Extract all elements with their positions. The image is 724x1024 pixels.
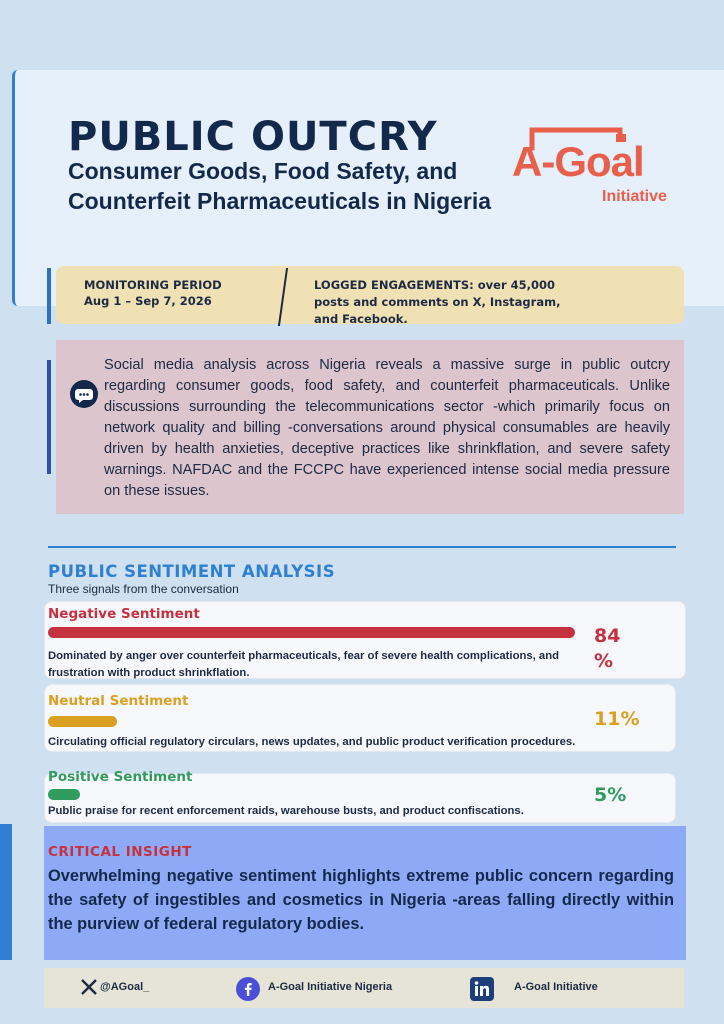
insight-side-accent [0, 824, 12, 960]
x-logo-icon[interactable] [80, 978, 98, 1000]
neutral-sentiment-description: Circulating official regulatory circular… [48, 736, 576, 748]
page-title: PUBLIC OUTCRY [68, 114, 438, 160]
insight-box [44, 826, 686, 960]
intro-accent [47, 360, 51, 474]
chat-bubble-icon [70, 380, 98, 408]
x-handle[interactable]: @AGoal_ [100, 981, 150, 993]
intro-box [56, 340, 684, 514]
neutral-sentiment-bar [48, 716, 117, 727]
section-divider [48, 546, 676, 548]
negative-sentiment-percent: 84 % [594, 625, 621, 672]
monitoring-dates: Aug 1 – Sep 7, 2026 [84, 294, 212, 308]
negative-sentiment-description: Dominated by anger over counterfeit phar… [48, 650, 560, 679]
sentiment-title: PUBLIC SENTIMENT ANALYSIS [48, 562, 336, 581]
linkedin-page[interactable]: A-Goal Initiative [514, 981, 598, 993]
positive-sentiment-percent: 5% [594, 784, 627, 806]
insight-label: CRITICAL INSIGHT [48, 844, 192, 860]
footer [44, 968, 684, 1008]
positive-sentiment-description: Public praise for recent enforcement rai… [48, 805, 524, 817]
linkedin-icon[interactable] [470, 977, 494, 1005]
monitoring-box [56, 266, 684, 324]
neutral-sentiment-label: Neutral Sentiment [48, 693, 189, 709]
positive-sentiment-label: Positive Sentiment [48, 769, 193, 785]
goal-post-icon [529, 127, 626, 151]
page-subtitle: Consumer Goods, Food Safety, and Counter… [68, 158, 492, 214]
negative-sentiment-bar [48, 627, 575, 638]
monitoring-period: MONITORING PERIOD Aug 1 – Sep 7, 2026 [84, 277, 222, 309]
positive-sentiment-bar [48, 789, 80, 800]
sentiment-subtitle: Three signals from the conversation [48, 582, 239, 596]
intro-text: Social media analysis across Nigeria rev… [104, 357, 670, 499]
logo-tagline: Initiative [602, 188, 667, 205]
logged-engagements: LOGGED ENGAGEMENTS: over 45,000 posts an… [314, 278, 561, 326]
negative-sentiment-card [44, 601, 686, 679]
insight-text: Overwhelming negative sentiment highligh… [48, 867, 674, 933]
facebook-page[interactable]: A-Goal Initiative Nigeria [268, 981, 393, 993]
negative-sentiment-label: Negative Sentiment [48, 606, 200, 622]
monitoring-label: MONITORING PERIOD [84, 278, 222, 292]
logo-name: A-Goal [512, 138, 645, 185]
neutral-sentiment-card [44, 684, 676, 752]
monitoring-accent [47, 268, 51, 324]
a-goal-logo: A-Goal Initiative [512, 126, 688, 212]
positive-sentiment-card [44, 773, 676, 823]
facebook-icon[interactable] [236, 977, 260, 1005]
neutral-sentiment-percent: 11% [594, 708, 640, 730]
